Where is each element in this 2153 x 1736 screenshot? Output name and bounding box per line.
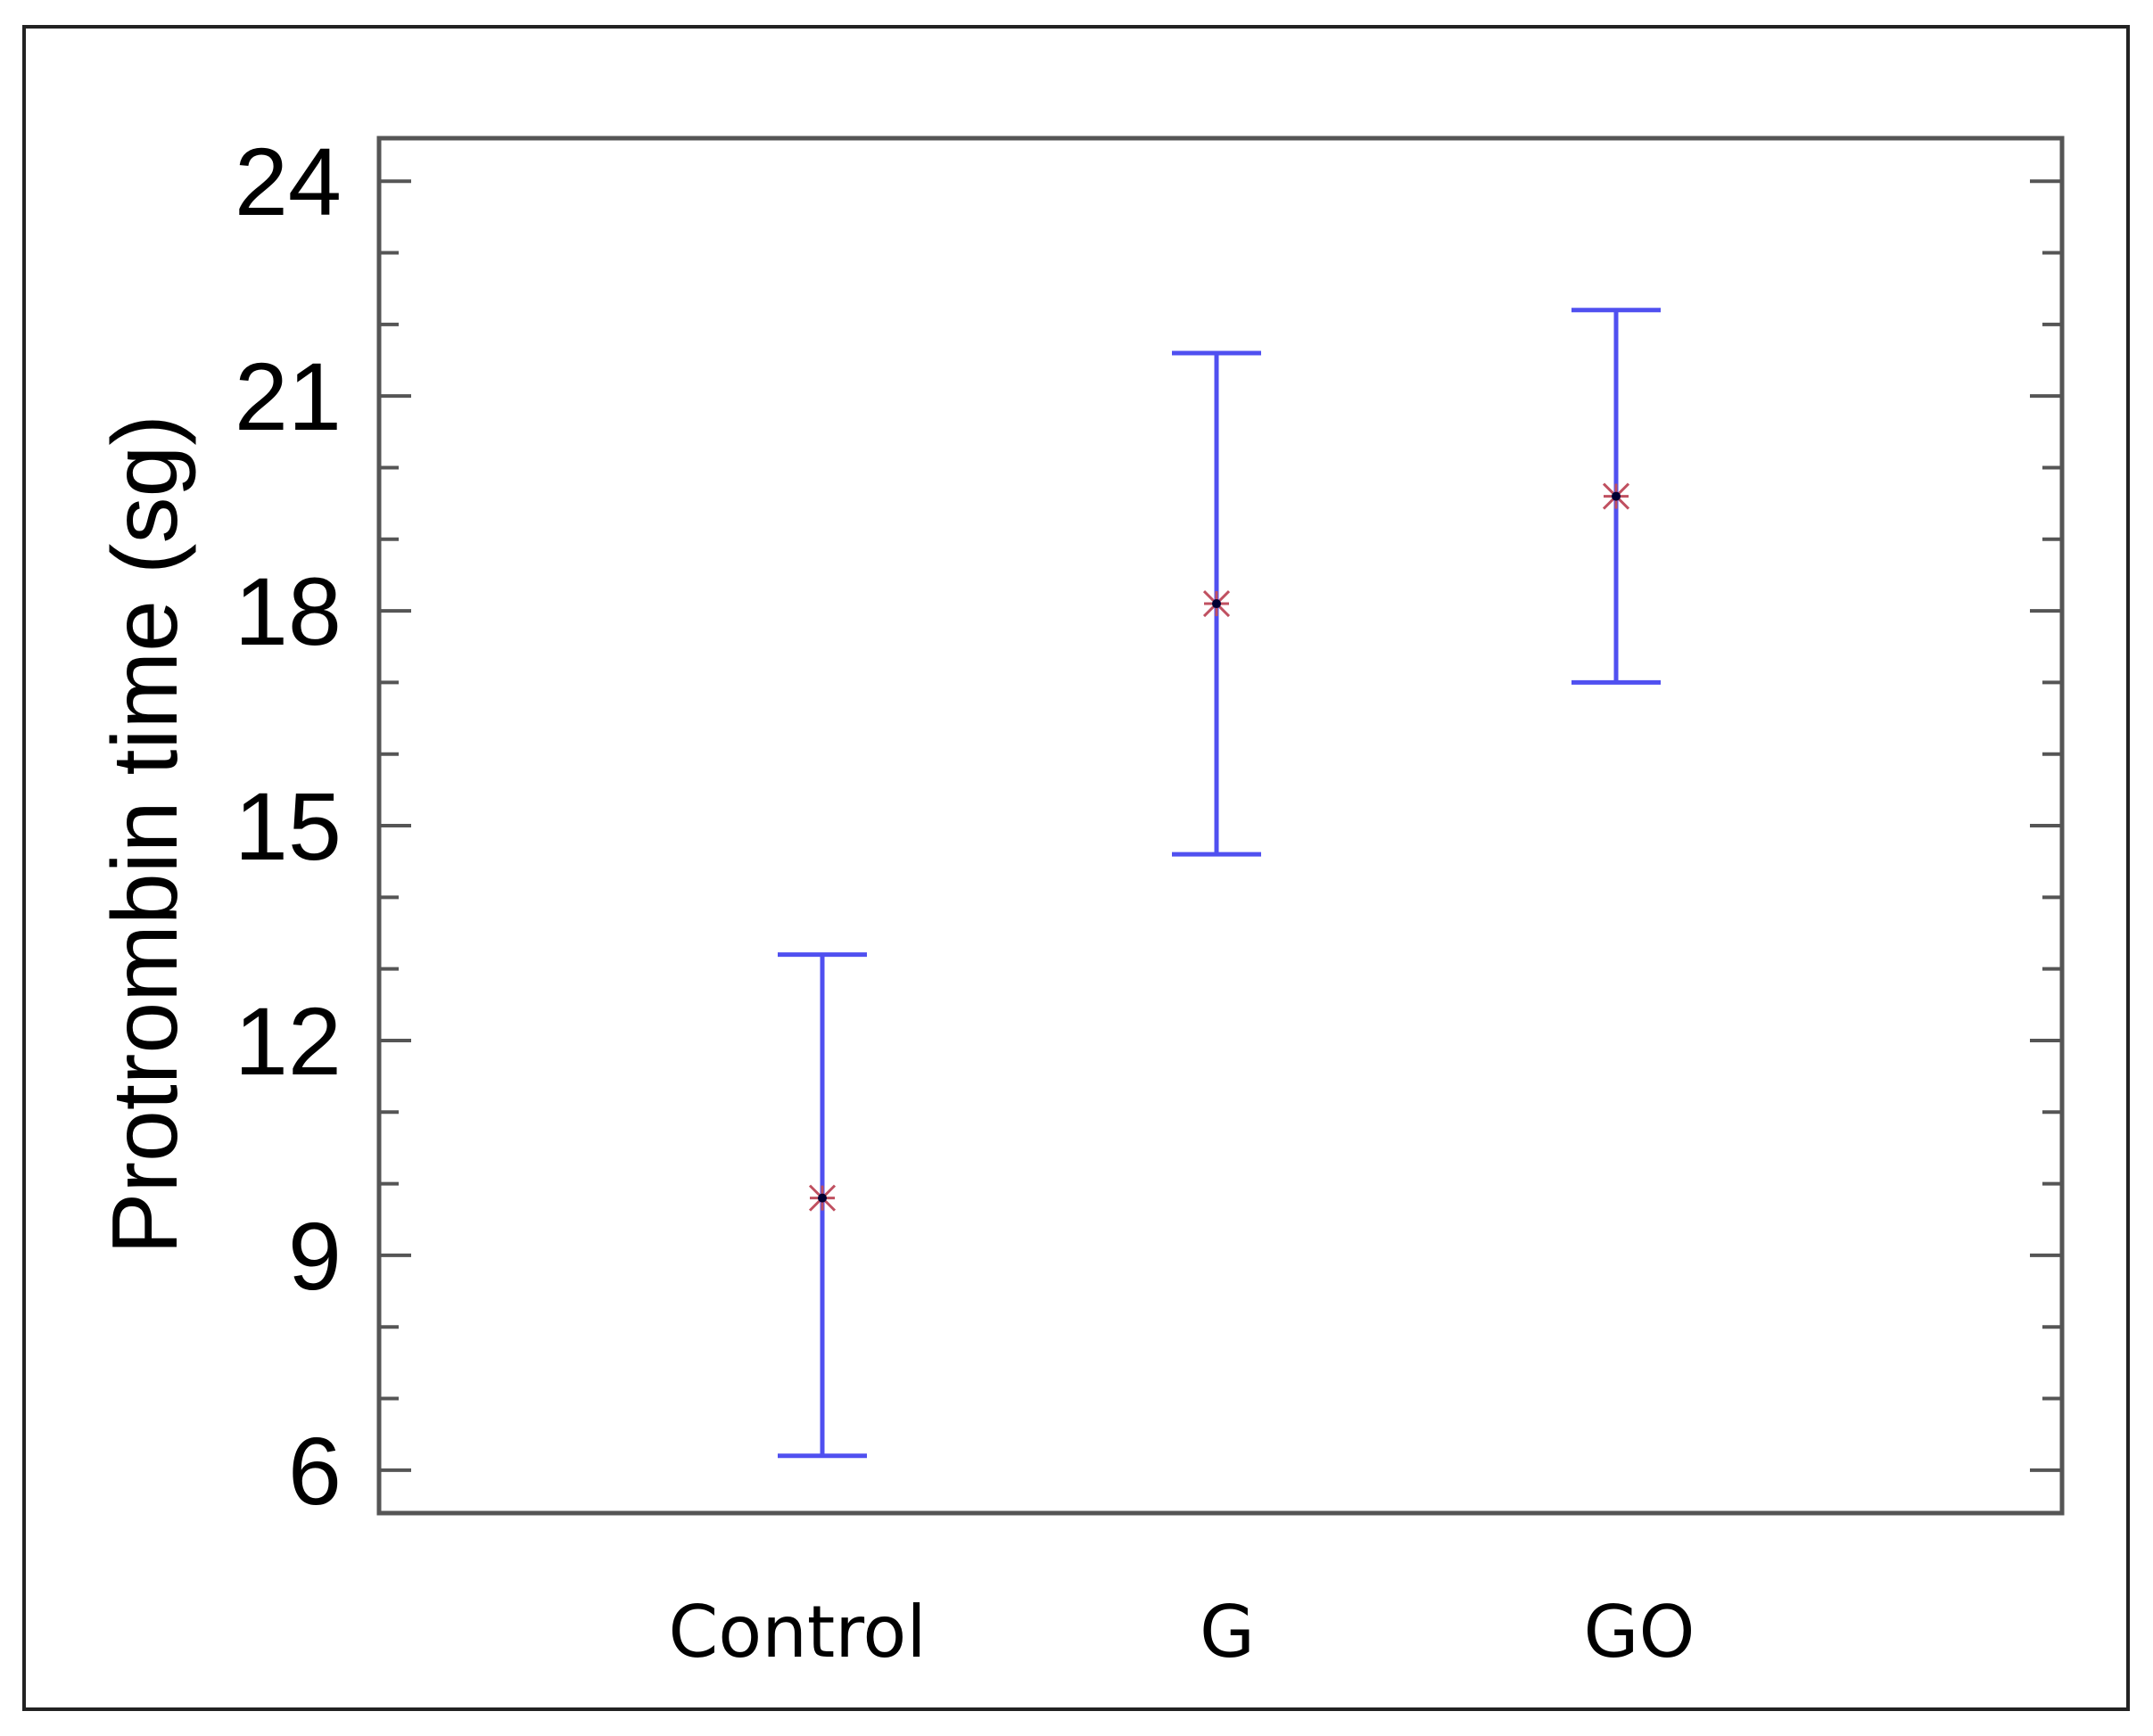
axes-box bbox=[376, 136, 2065, 1516]
error-bar-series bbox=[778, 308, 1661, 1459]
y-tick-label: 12 bbox=[235, 987, 342, 1095]
y-tick-label: 21 bbox=[235, 342, 342, 450]
x-tick-label: G bbox=[1200, 1591, 1255, 1674]
x-tick-labels: Control G GO bbox=[668, 1591, 1695, 1674]
y-tick-label: 15 bbox=[235, 772, 342, 880]
mean-marker bbox=[808, 1184, 837, 1212]
y-tick-label: 18 bbox=[235, 557, 342, 665]
y-axis-label: Protrombin time (sg) bbox=[94, 415, 197, 1255]
error-bar-group bbox=[778, 952, 867, 1459]
plot-area: 6 9 12 15 18 21 24 Control G GO bbox=[235, 128, 2065, 1674]
mean-marker-center bbox=[1212, 599, 1221, 609]
y-ticks bbox=[379, 179, 2062, 1472]
mean-marker-center bbox=[818, 1193, 827, 1203]
figure-frame bbox=[22, 25, 2130, 1711]
y-tick-label: 9 bbox=[288, 1202, 342, 1310]
y-tick-label: 24 bbox=[235, 128, 342, 235]
x-tick-label: GO bbox=[1584, 1591, 1695, 1674]
x-tick-label: Control bbox=[668, 1591, 926, 1674]
mean-marker-center bbox=[1612, 491, 1621, 501]
mean-marker bbox=[1202, 589, 1231, 618]
error-bar-group bbox=[1571, 308, 1661, 685]
y-tick-labels: 6 9 12 15 18 21 24 bbox=[235, 128, 342, 1525]
y-tick-label: 6 bbox=[288, 1417, 342, 1525]
error-bar-group bbox=[1172, 350, 1261, 857]
mean-marker bbox=[1602, 482, 1630, 510]
